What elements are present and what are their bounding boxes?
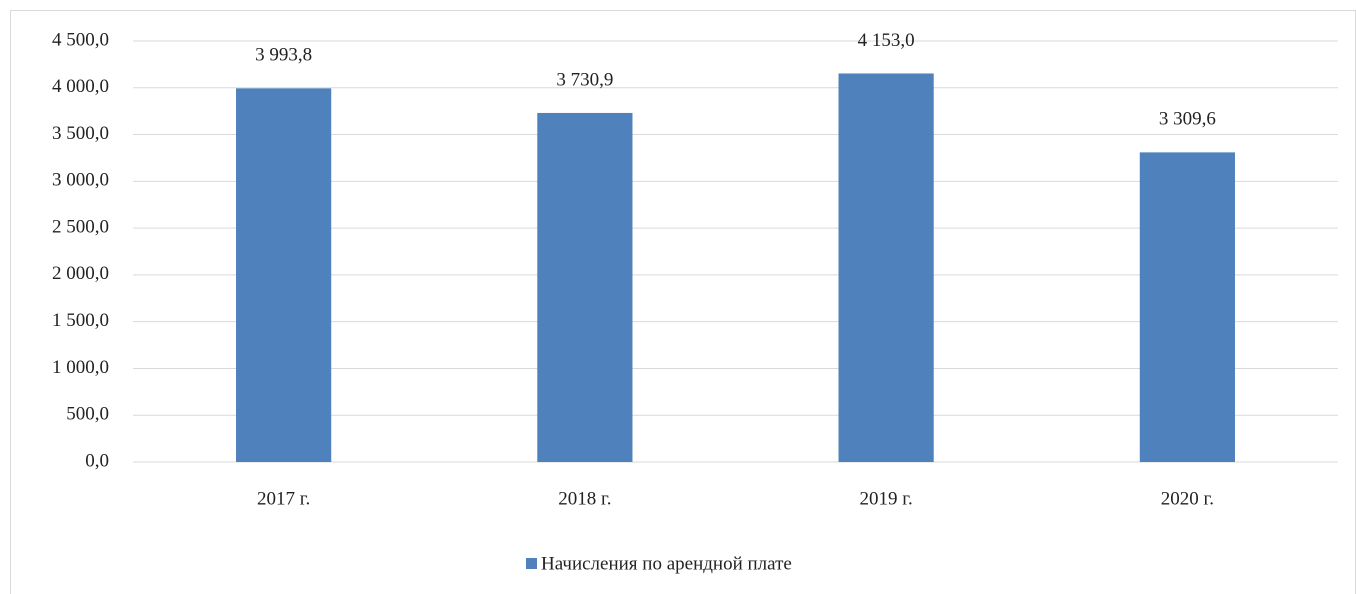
bar (236, 88, 332, 462)
x-tick-label: 2020 г. (1161, 488, 1214, 509)
y-tick-label: 0,0 (85, 450, 109, 471)
x-tick-label: 2018 г. (558, 488, 611, 509)
x-tick-label: 2017 г. (257, 488, 310, 509)
y-tick-label: 4 500,0 (52, 29, 109, 50)
y-tick-label: 500,0 (66, 404, 109, 425)
bar (537, 112, 633, 462)
y-tick-label: 2 500,0 (52, 216, 109, 237)
y-tick-label: 4 000,0 (52, 76, 109, 97)
bar (1139, 152, 1235, 462)
y-tick-label: 3 000,0 (52, 170, 109, 191)
legend-swatch (526, 558, 537, 569)
y-tick-label: 3 500,0 (52, 123, 109, 144)
data-label: 4 153,0 (858, 30, 915, 51)
y-tick-label: 1 500,0 (52, 310, 109, 331)
y-tick-label: 2 000,0 (52, 263, 109, 284)
x-tick-label: 2019 г. (860, 488, 913, 509)
y-tick-label: 1 000,0 (52, 357, 109, 378)
legend-label: Начисления по арендной плате (541, 553, 792, 574)
data-label: 3 730,9 (556, 69, 613, 90)
data-label: 3 309,6 (1159, 109, 1216, 130)
data-label: 3 993,8 (255, 45, 312, 66)
bar (838, 73, 934, 462)
